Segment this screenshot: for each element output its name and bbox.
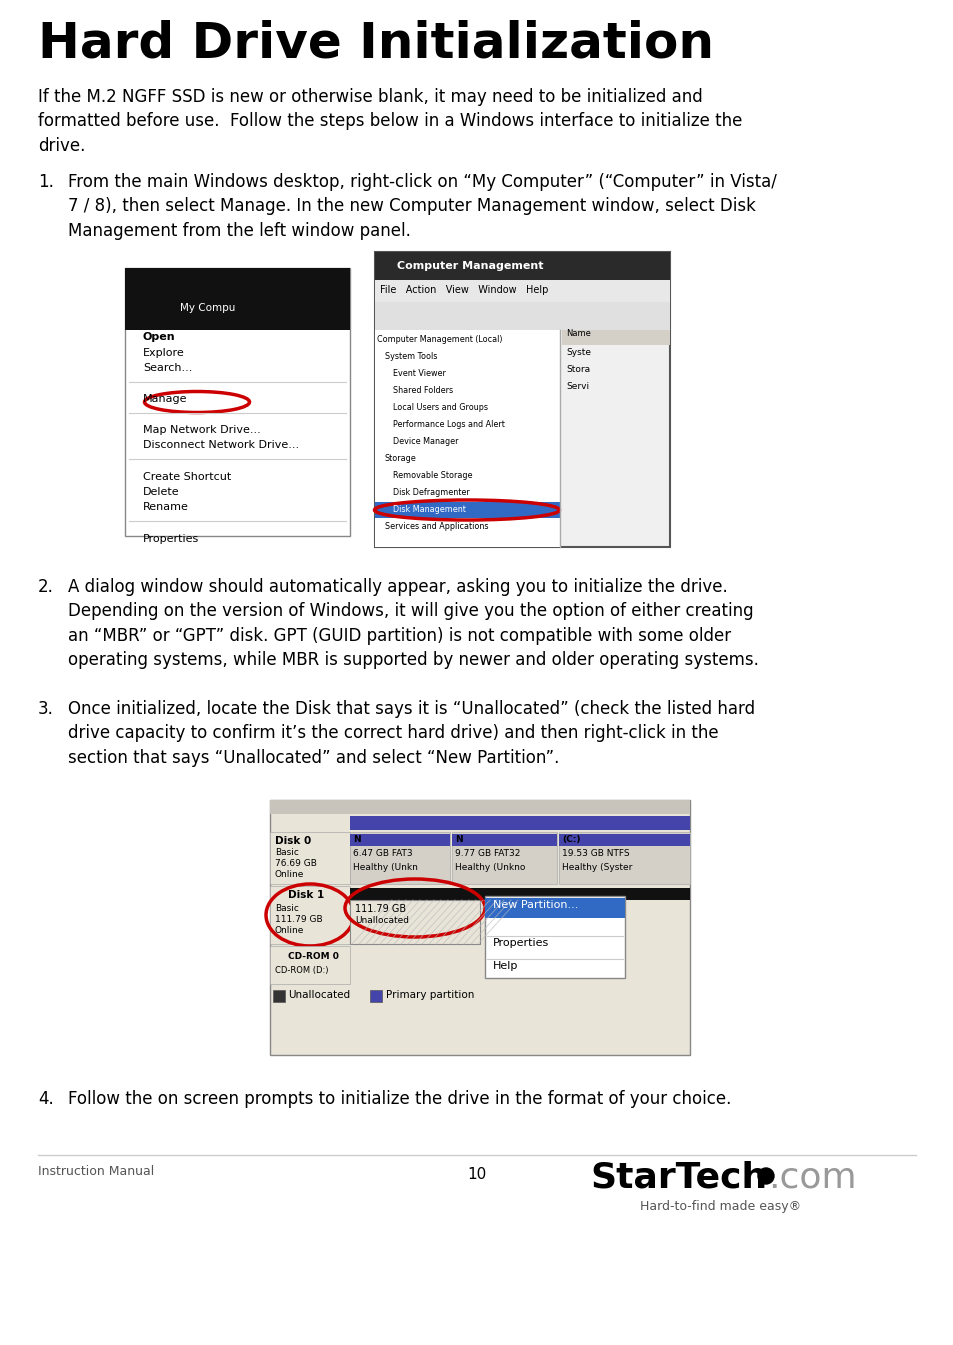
Text: My Compu: My Compu [180, 303, 235, 313]
Text: New Partition...: New Partition... [493, 900, 578, 911]
Text: Basic: Basic [274, 847, 298, 857]
FancyBboxPatch shape [375, 502, 559, 518]
FancyBboxPatch shape [270, 800, 689, 814]
Text: From the main Windows desktop, right-click on “My Computer” (“Computer” in Vista: From the main Windows desktop, right-cli… [68, 174, 776, 239]
Text: If the M.2 NGFF SSD is new or otherwise blank, it may need to be initialized and: If the M.2 NGFF SSD is new or otherwise … [38, 87, 741, 155]
Text: Shared Folders: Shared Folders [393, 386, 453, 395]
Text: Removable Storage: Removable Storage [393, 471, 472, 480]
Text: Disk 0: Disk 0 [274, 837, 311, 846]
FancyBboxPatch shape [270, 946, 350, 985]
Text: Open: Open [143, 332, 175, 342]
FancyBboxPatch shape [452, 833, 557, 884]
FancyBboxPatch shape [270, 800, 689, 1054]
FancyBboxPatch shape [484, 896, 624, 978]
Text: Disconnect Network Drive...: Disconnect Network Drive... [143, 441, 299, 451]
Text: 111.79 GB: 111.79 GB [274, 915, 322, 924]
Text: Delete: Delete [143, 487, 179, 498]
FancyBboxPatch shape [561, 330, 669, 346]
Text: Instruction Manual: Instruction Manual [38, 1165, 154, 1178]
Text: Manage: Manage [143, 394, 188, 404]
Text: Name: Name [565, 330, 590, 339]
FancyBboxPatch shape [375, 303, 669, 330]
Text: Properties: Properties [493, 937, 549, 948]
FancyBboxPatch shape [558, 834, 689, 846]
Text: File   Action   View   Window   Help: File Action View Window Help [379, 285, 548, 295]
Text: Healthy (Unkn: Healthy (Unkn [353, 863, 417, 872]
Text: Rename: Rename [143, 503, 189, 512]
FancyBboxPatch shape [125, 268, 350, 537]
Text: 3.: 3. [38, 699, 53, 718]
FancyBboxPatch shape [375, 330, 559, 547]
Text: Storage: Storage [385, 455, 416, 463]
Text: Follow the on screen prompts to initialize the drive in the format of your choic: Follow the on screen prompts to initiali… [68, 1089, 731, 1108]
Text: Help: Help [493, 960, 517, 971]
FancyBboxPatch shape [375, 280, 669, 303]
FancyBboxPatch shape [125, 268, 350, 330]
Text: 76.69 GB: 76.69 GB [274, 859, 316, 868]
Text: Explore: Explore [143, 347, 185, 358]
Text: A dialog window should automatically appear, asking you to initialize the drive.: A dialog window should automatically app… [68, 578, 758, 668]
Text: 111.79 GB: 111.79 GB [355, 904, 406, 915]
Text: Computer Management (Local): Computer Management (Local) [376, 335, 502, 344]
FancyBboxPatch shape [375, 252, 669, 547]
FancyBboxPatch shape [350, 900, 479, 944]
FancyBboxPatch shape [375, 252, 669, 280]
Text: Syste: Syste [565, 348, 590, 356]
FancyBboxPatch shape [370, 990, 381, 1002]
Text: Basic: Basic [274, 904, 298, 913]
FancyBboxPatch shape [270, 833, 350, 884]
Text: 9.77 GB FAT32: 9.77 GB FAT32 [455, 849, 519, 858]
Text: 2.: 2. [38, 578, 53, 596]
Text: Map Network Drive...: Map Network Drive... [143, 425, 260, 434]
Text: Search...: Search... [143, 363, 193, 373]
FancyBboxPatch shape [350, 834, 450, 846]
FancyBboxPatch shape [350, 833, 450, 884]
Text: 10: 10 [467, 1167, 486, 1182]
Text: Hard Drive Initialization: Hard Drive Initialization [38, 20, 713, 69]
Text: Online: Online [274, 925, 304, 935]
Text: Disk 1: Disk 1 [288, 890, 324, 900]
Text: Disk Management: Disk Management [393, 504, 465, 514]
Text: Computer Management: Computer Management [396, 261, 543, 270]
Text: .com: .com [767, 1159, 856, 1194]
Text: Local Users and Groups: Local Users and Groups [393, 404, 488, 412]
Text: Performance Logs and Alert: Performance Logs and Alert [393, 420, 504, 429]
FancyBboxPatch shape [350, 816, 689, 830]
Text: Properties: Properties [143, 534, 199, 543]
Text: N: N [353, 835, 360, 845]
FancyBboxPatch shape [270, 886, 350, 944]
Text: 6.47 GB FAT3: 6.47 GB FAT3 [353, 849, 413, 858]
Text: CD-ROM (D:): CD-ROM (D:) [274, 966, 328, 975]
FancyBboxPatch shape [452, 834, 557, 846]
FancyBboxPatch shape [350, 888, 689, 900]
Text: CD-ROM 0: CD-ROM 0 [288, 952, 338, 960]
Text: Unallocated: Unallocated [355, 916, 409, 925]
Text: Create Shortcut: Create Shortcut [143, 472, 231, 482]
Text: Disk Defragmenter: Disk Defragmenter [393, 488, 469, 498]
Text: StarTech: StarTech [589, 1159, 766, 1194]
Circle shape [758, 1167, 773, 1184]
Text: Primary partition: Primary partition [386, 990, 474, 999]
Text: 19.53 GB NTFS: 19.53 GB NTFS [561, 849, 629, 858]
FancyBboxPatch shape [273, 990, 285, 1002]
FancyBboxPatch shape [558, 833, 689, 884]
Text: Hard-to-find made easy®: Hard-to-find made easy® [639, 1200, 801, 1213]
Text: Device Manager: Device Manager [393, 437, 458, 447]
Text: Servi: Servi [565, 382, 589, 391]
Text: Event Viewer: Event Viewer [393, 369, 445, 378]
Text: N: N [455, 835, 462, 845]
Text: Healthy (Unkno: Healthy (Unkno [455, 863, 525, 872]
Text: Once initialized, locate the Disk that says it is “Unallocated” (check the liste: Once initialized, locate the Disk that s… [68, 699, 755, 767]
Text: 1.: 1. [38, 174, 53, 191]
Text: 4.: 4. [38, 1089, 53, 1108]
FancyBboxPatch shape [484, 898, 624, 919]
Text: Healthy (Syster: Healthy (Syster [561, 863, 632, 872]
Text: Unallocated: Unallocated [288, 990, 350, 999]
Text: Stora: Stora [565, 364, 590, 374]
Text: System Tools: System Tools [385, 352, 436, 360]
Text: (C:): (C:) [561, 835, 579, 845]
Text: Online: Online [274, 870, 304, 880]
Text: Services and Applications: Services and Applications [385, 522, 488, 531]
